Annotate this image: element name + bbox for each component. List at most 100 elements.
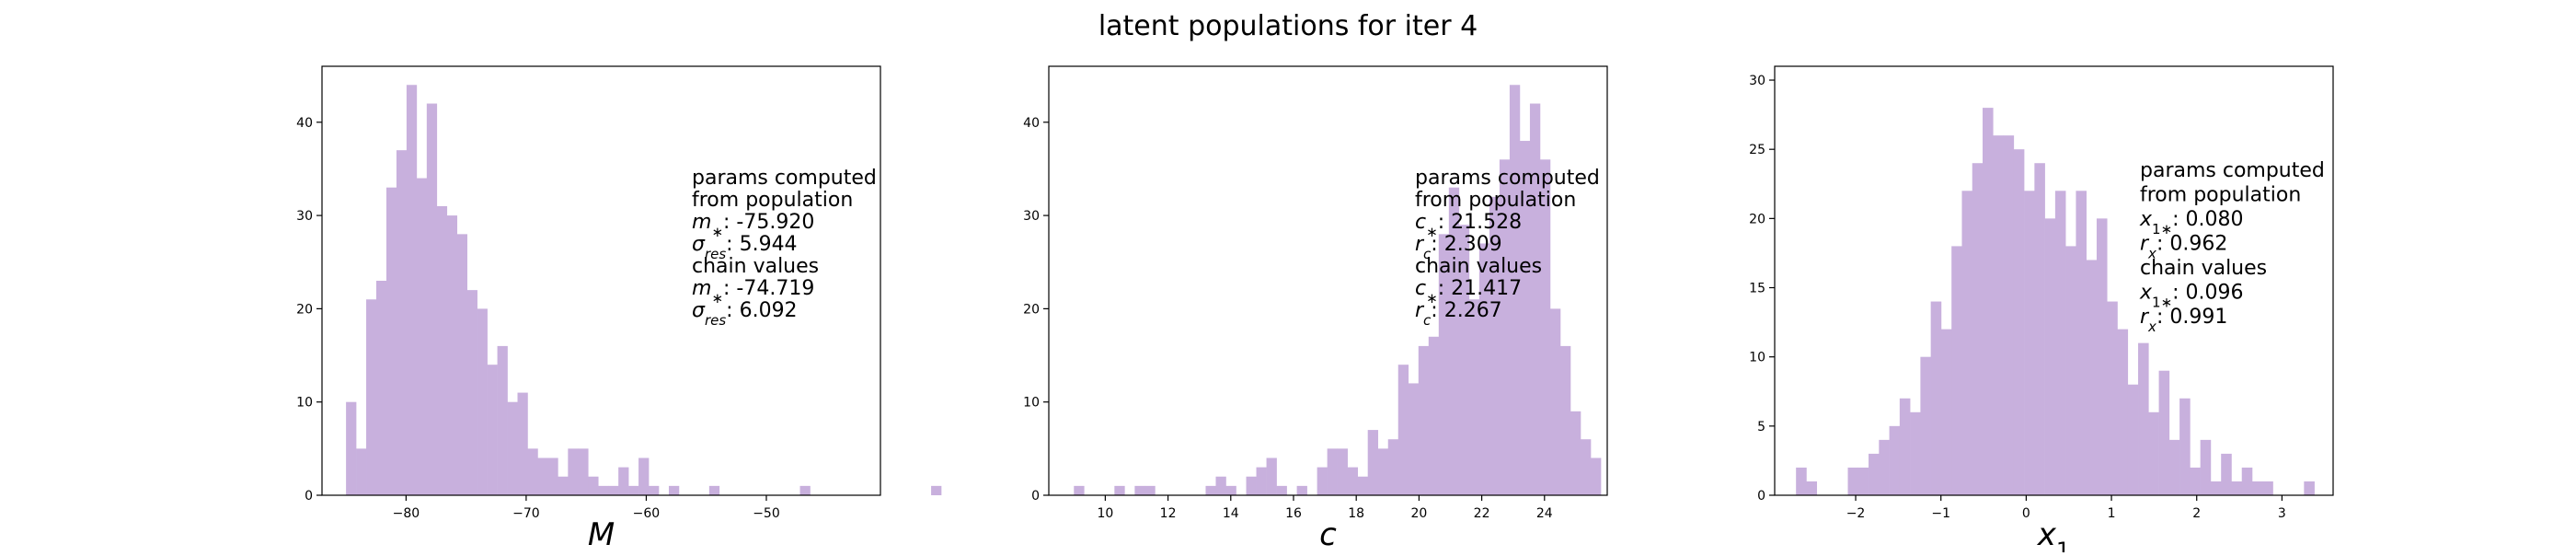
- histogram-bar: [1993, 135, 2004, 495]
- x-tick-label: −1: [1931, 506, 1950, 521]
- histogram-bar: [1276, 485, 1287, 495]
- annotation-line: σres: 5.944: [692, 233, 798, 262]
- histogram-bar: [436, 205, 448, 495]
- histogram-bar: [466, 290, 477, 495]
- histogram-bar: [2241, 467, 2253, 495]
- histogram-bar: [1899, 398, 1911, 495]
- histogram-bar: [487, 365, 498, 495]
- histogram-bar: [2168, 439, 2180, 495]
- histogram-bar: [1246, 476, 1257, 495]
- y-tick-label: 0: [1757, 489, 1765, 504]
- histogram-bar: [1074, 485, 1085, 495]
- histogram-bar: [1519, 141, 1531, 496]
- histogram-bar: [547, 458, 558, 495]
- histogram-bar: [708, 485, 720, 495]
- y-tick-label: 10: [296, 396, 313, 411]
- histogram-bar: [1581, 439, 1592, 495]
- annotation-line: params computed: [692, 167, 877, 190]
- histogram-bar: [1951, 246, 1962, 495]
- x-tick-label: 22: [1474, 506, 1490, 521]
- histogram-bar: [2210, 481, 2222, 495]
- histogram-bar: [2138, 342, 2149, 495]
- histogram-bar: [426, 103, 438, 496]
- annotation-line: x1∗: 0.080: [2139, 208, 2244, 237]
- histogram-bar: [2076, 191, 2087, 495]
- histogram-bar: [2054, 191, 2066, 495]
- histogram-bar: [2148, 411, 2159, 495]
- y-tick-label: 40: [296, 116, 313, 131]
- histogram-bar: [1806, 481, 1818, 495]
- histogram-bar: [1357, 476, 1369, 495]
- y-tick-label: 40: [1023, 116, 1040, 131]
- histogram-bar: [1847, 467, 1859, 495]
- x-tick-label: 2: [2192, 506, 2201, 521]
- x-axis-label: c: [1319, 516, 1337, 552]
- histogram-bar: [1205, 485, 1216, 495]
- histogram-bar: [1972, 163, 1984, 495]
- histogram-bar: [558, 476, 569, 495]
- histogram-bar: [1448, 187, 1460, 495]
- histogram-bar: [2158, 370, 2170, 495]
- histogram-bar: [477, 308, 488, 495]
- histogram-bar: [1458, 225, 1470, 495]
- histogram-bar: [568, 448, 579, 495]
- x-tick-label: −2: [1846, 506, 1866, 521]
- histogram-bar: [799, 485, 811, 495]
- x-tick-label: 1: [2108, 506, 2116, 521]
- y-tick-label: 0: [305, 489, 313, 504]
- x-tick-label: 20: [1410, 506, 1427, 521]
- histogram-bar: [1889, 425, 1901, 495]
- x-tick-label: −60: [633, 506, 661, 521]
- y-tick-label: 10: [1023, 396, 1040, 411]
- histogram-bar: [638, 458, 650, 495]
- histogram-bar: [2013, 149, 2025, 495]
- annotation-line: rc: 2.267: [1415, 299, 1502, 329]
- histogram-bar: [2221, 453, 2232, 495]
- histogram-bar: [1549, 308, 1561, 495]
- histogram-bar: [1397, 365, 1409, 495]
- histogram-bar: [2086, 260, 2098, 495]
- axes-frame: [1048, 65, 1608, 496]
- y-tick-label: 20: [1023, 302, 1040, 317]
- histogram-bar: [2065, 246, 2076, 495]
- histogram-bar: [1256, 467, 1267, 495]
- x-axis-label: M: [588, 516, 615, 552]
- histogram-bar: [2107, 301, 2118, 495]
- histogram-bar: [366, 299, 377, 495]
- histogram-bar: [2003, 135, 2015, 495]
- histogram-bar: [2251, 481, 2263, 495]
- histogram-bar: [1296, 485, 1307, 495]
- histogram-bar: [1377, 448, 1389, 495]
- histogram-bar: [1317, 467, 1328, 495]
- histogram-bar: [2304, 481, 2315, 495]
- annotation-line: rx: 0.991: [2140, 306, 2227, 335]
- histogram-bar: [1337, 448, 1348, 495]
- annotation-line: chain values: [692, 255, 819, 278]
- x-tick-label: −70: [512, 506, 540, 521]
- histogram-bar: [668, 485, 680, 495]
- histogram-bar: [385, 187, 397, 495]
- histogram-bar: [446, 215, 458, 495]
- annotation-line: c∗: 21.417: [1415, 277, 1522, 307]
- histogram-bar: [537, 458, 548, 495]
- y-tick-label: 30: [1749, 74, 1765, 88]
- annotation-line: from population: [2140, 184, 2301, 207]
- annotation-line: rc: 2.309: [1415, 233, 1502, 262]
- histogram-bar: [1387, 439, 1399, 495]
- histogram-bar: [608, 485, 619, 495]
- y-tick-label: 20: [296, 302, 313, 317]
- histogram-bar: [1920, 356, 1931, 495]
- x-tick-label: 12: [1160, 506, 1177, 521]
- histogram-bar: [2127, 384, 2139, 495]
- annotation-line: params computed: [2140, 159, 2325, 182]
- histogram-bar: [497, 345, 508, 495]
- x-tick-label: 0: [2022, 506, 2030, 521]
- histogram-bar: [527, 448, 538, 495]
- histogram-bar: [2096, 218, 2108, 495]
- histogram-bar: [1327, 448, 1338, 495]
- histogram-bar: [1468, 299, 1480, 495]
